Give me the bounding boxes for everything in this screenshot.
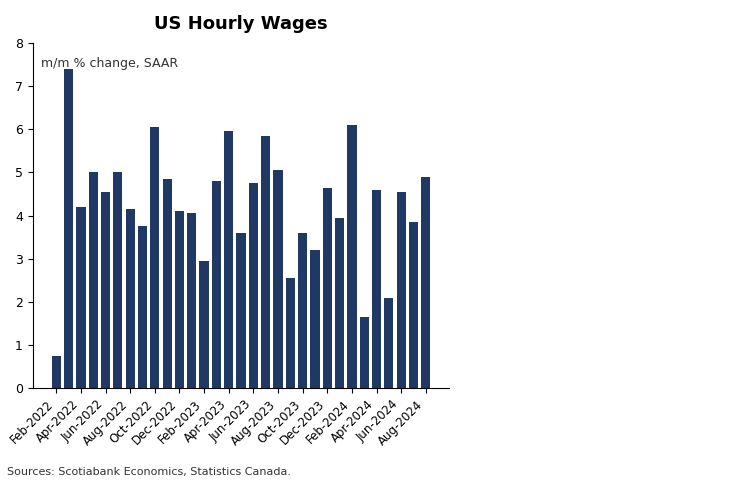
Bar xyxy=(396,192,406,388)
Bar xyxy=(175,211,184,388)
Bar xyxy=(151,127,160,388)
Bar xyxy=(199,261,209,388)
Text: m/m % change, SAAR: m/m % change, SAAR xyxy=(41,57,178,70)
Bar xyxy=(113,173,123,388)
Title: US Hourly Wages: US Hourly Wages xyxy=(154,15,328,33)
Bar xyxy=(273,170,282,388)
Bar xyxy=(261,136,270,388)
Bar xyxy=(335,218,345,388)
Bar xyxy=(76,207,85,388)
Bar xyxy=(421,177,431,388)
Bar xyxy=(237,233,246,388)
Bar xyxy=(298,233,307,388)
Text: Sources: Scotiabank Economics, Statistics Canada.: Sources: Scotiabank Economics, Statistic… xyxy=(7,467,291,477)
Bar xyxy=(285,278,295,388)
Bar xyxy=(323,187,332,388)
Bar xyxy=(348,125,357,388)
Bar xyxy=(224,132,234,388)
Bar xyxy=(409,222,418,388)
Bar xyxy=(310,250,320,388)
Bar xyxy=(384,298,393,388)
Bar xyxy=(52,356,61,388)
Bar xyxy=(126,209,135,388)
Bar xyxy=(101,192,110,388)
Bar xyxy=(64,69,73,388)
Bar xyxy=(360,317,369,388)
Bar xyxy=(187,214,196,388)
Bar xyxy=(138,227,147,388)
Bar xyxy=(249,183,258,388)
Bar xyxy=(163,179,172,388)
Bar xyxy=(88,173,98,388)
Bar xyxy=(372,190,381,388)
Bar xyxy=(212,181,221,388)
